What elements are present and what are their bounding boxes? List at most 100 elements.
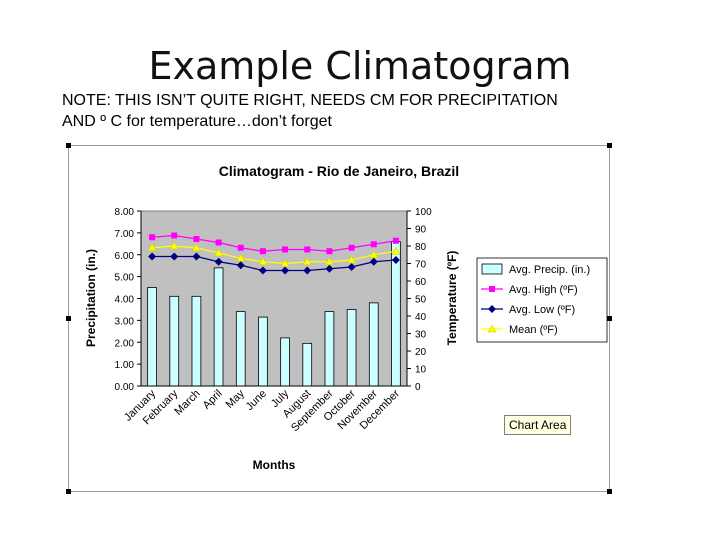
resize-handle-bottom-right[interactable]: [607, 489, 612, 494]
low-temp-point: [303, 266, 312, 275]
high-temp-point: [193, 236, 200, 242]
high-temp-point: [348, 244, 355, 251]
legend-marker: [487, 324, 497, 333]
low-temp-point: [192, 252, 201, 261]
y2-tick-label: 50: [415, 295, 427, 306]
high-temp-line: [152, 234, 397, 252]
low-temp-point: [258, 266, 267, 275]
low-temp-point: [325, 264, 334, 273]
y2-tick-label: 10: [415, 365, 427, 376]
note-line-2: AND º C for temperature…don’t forget: [62, 113, 332, 130]
y2-tick-label: 20: [415, 347, 427, 358]
precip-bar: [213, 267, 224, 387]
mean-temp-point: [369, 250, 379, 258]
mean-temp-point: [214, 248, 224, 257]
x-tick-label: May: [224, 387, 248, 411]
chart-title: Climatogram - Rio de Janeiro, Brazil: [219, 163, 459, 179]
legend-label: Mean (ºF): [509, 324, 558, 336]
note-line-1: NOTE: THIS ISN’T QUITE RIGHT, NEEDS CM F…: [62, 92, 558, 109]
mean-temp-point: [147, 243, 157, 251]
precip-bar: [147, 287, 157, 387]
precip-bar: [346, 309, 357, 387]
low-temp-point: [214, 257, 223, 266]
legend-label: Avg. High (ºF): [509, 284, 578, 296]
y-tick-label: 3.00: [115, 316, 135, 327]
y2-tick-label: 40: [415, 312, 427, 323]
mean-temp-point: [347, 255, 357, 264]
precip-bar: [302, 342, 313, 387]
y-tick-label: 4.00: [115, 295, 135, 306]
x-tick-label: June: [244, 388, 269, 413]
legend-label: Avg. Low (ºF): [509, 304, 575, 316]
mean-temp-point: [169, 241, 179, 250]
mean-temp-point: [236, 253, 246, 262]
high-temp-point: [392, 237, 399, 244]
low-temp-point: [170, 252, 179, 261]
low-temp-point: [369, 257, 378, 266]
mean-temp-point: [391, 246, 401, 255]
resize-handle-top-right[interactable]: [607, 143, 612, 148]
high-temp-point: [282, 246, 289, 253]
slide-title: Example Climatogram: [148, 44, 572, 88]
resize-handle-right[interactable]: [607, 316, 612, 321]
y-axis-title: Precipitation (in.): [84, 249, 98, 347]
low-temp-point: [347, 263, 356, 271]
precip-bar: [324, 311, 335, 387]
slide-note: NOTE: THIS ISN’T QUITE RIGHT, NEEDS CM F…: [62, 90, 702, 132]
y2-tick-label: 70: [415, 260, 427, 271]
legend-label: Avg. Precip. (in.): [509, 264, 590, 276]
precip-bar: [235, 311, 246, 387]
y2-tick-label: 30: [415, 330, 427, 341]
high-temp-point: [259, 248, 266, 255]
y2-tick-label: 0: [415, 382, 421, 393]
mean-temp-point: [258, 257, 268, 265]
legend: Avg. Precip. (in.) Avg. High (ºF) Avg. Low…: [476, 257, 608, 343]
plot-area: [140, 210, 408, 387]
y-tick-label: 5.00: [115, 273, 135, 284]
y2-tick-label: 90: [415, 225, 427, 236]
y-tick-label: 1.00: [115, 360, 135, 371]
chart-area[interactable]: Climatogram - Rio de Janeiro, Brazil 0.0…: [66, 143, 612, 494]
x-axis-title: Months: [253, 458, 296, 472]
high-temp-point: [215, 239, 222, 246]
low-temp-point: [236, 261, 245, 270]
low-temp-point: [148, 252, 157, 261]
mean-temp-line: [152, 245, 397, 265]
x-tick-label: March: [172, 388, 202, 418]
precip-bar: [191, 295, 202, 387]
precip-bar: [169, 295, 180, 387]
y2-tick-label: 80: [415, 242, 427, 253]
mean-temp-point: [280, 258, 290, 267]
precip-bar: [258, 316, 268, 387]
high-temp-point: [326, 248, 333, 255]
resize-handle-bottom-left[interactable]: [66, 489, 71, 494]
y-tick-label: 0.00: [115, 382, 135, 393]
high-temp-point: [304, 246, 311, 253]
y-tick-label: 2.00: [115, 338, 135, 349]
y-tick-label: 7.00: [115, 229, 135, 240]
y2-axis-title: Temperature (ºF): [445, 251, 459, 346]
chart-area-tooltip: Chart Area: [504, 415, 572, 435]
x-tick-label: April: [201, 388, 225, 412]
resize-handle-top-left[interactable]: [66, 143, 71, 148]
resize-handle-left[interactable]: [66, 316, 71, 321]
high-temp-point: [149, 234, 156, 241]
mean-temp-point: [302, 257, 312, 265]
y2-tick-label: 60: [415, 277, 427, 288]
precip-bar: [280, 337, 290, 387]
climatogram-chart: Climatogram - Rio de Janeiro, Brazil 0.0…: [84, 163, 608, 472]
high-temp-point: [370, 241, 377, 248]
low-temp-point: [281, 266, 290, 275]
legend-marker: [489, 286, 495, 292]
legend-marker: [488, 305, 496, 313]
y-tick-label: 6.00: [115, 251, 135, 262]
y-tick-label: 8.00: [115, 207, 135, 218]
high-temp-point: [237, 244, 244, 251]
mean-temp-point: [324, 257, 334, 265]
y2-tick-label: 100: [415, 207, 432, 218]
legend-swatch-precip: [481, 263, 503, 275]
low-temp-point: [391, 256, 400, 264]
mean-temp-point: [191, 243, 201, 251]
high-temp-point: [171, 232, 178, 239]
precip-bar: [368, 302, 379, 387]
